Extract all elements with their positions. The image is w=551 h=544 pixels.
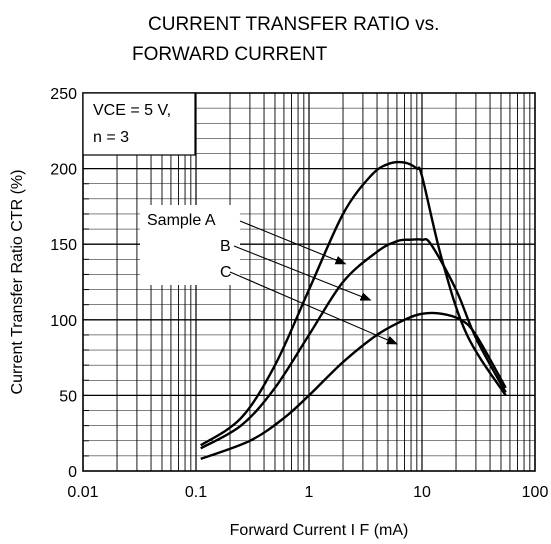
conditions-vce: VCE = 5 V, (93, 102, 171, 119)
x-tick-label: 10 (413, 484, 431, 501)
series-label-c: C (220, 264, 232, 281)
grid (83, 92, 535, 472)
y-tick-label: 250 (50, 86, 77, 103)
series-line-0 (200, 160, 507, 447)
y-axis-label: Current Transfer Ratio CTR (%) (9, 170, 26, 395)
x-tick-label: 1 (305, 484, 314, 501)
plot-frame (82, 92, 536, 472)
series-group (200, 160, 507, 461)
x-tick-label: 100 (522, 484, 549, 501)
series-arrow-2 (229, 271, 398, 345)
series-arrows (229, 220, 398, 345)
conditions-n: n = 3 (93, 129, 129, 146)
y-tick-label: 150 (50, 237, 77, 254)
y-tick-label: 200 (50, 162, 77, 179)
series-line-2 (200, 311, 507, 461)
y-tick-label: 0 (68, 464, 77, 481)
series-arrow-0 (239, 220, 347, 265)
x-tick-labels: 0.01 0.1 1 10 100 (67, 484, 548, 501)
x-axis-label: Forward Current I F (mA) (230, 522, 409, 539)
series-arrow-1 (233, 245, 372, 301)
conditions-box (82, 92, 196, 156)
series-label-sample-a: Sample A (147, 212, 216, 229)
x-tick-label: 0.1 (185, 484, 207, 501)
y-tick-label: 100 (50, 313, 77, 330)
series-labels: Sample A B C (147, 212, 232, 281)
chart-title-line1: CURRENT TRANSFER RATIO vs. (148, 14, 440, 35)
series-line-1 (200, 237, 507, 450)
y-tick-label: 50 (59, 388, 77, 405)
series-label-b: B (220, 238, 231, 255)
chart-title-line2: FORWARD CURRENT (132, 44, 328, 65)
x-tick-label: 0.01 (67, 484, 98, 501)
series-label-area (140, 205, 240, 285)
y-tick-labels: 0 50 100 150 200 250 (50, 86, 77, 481)
